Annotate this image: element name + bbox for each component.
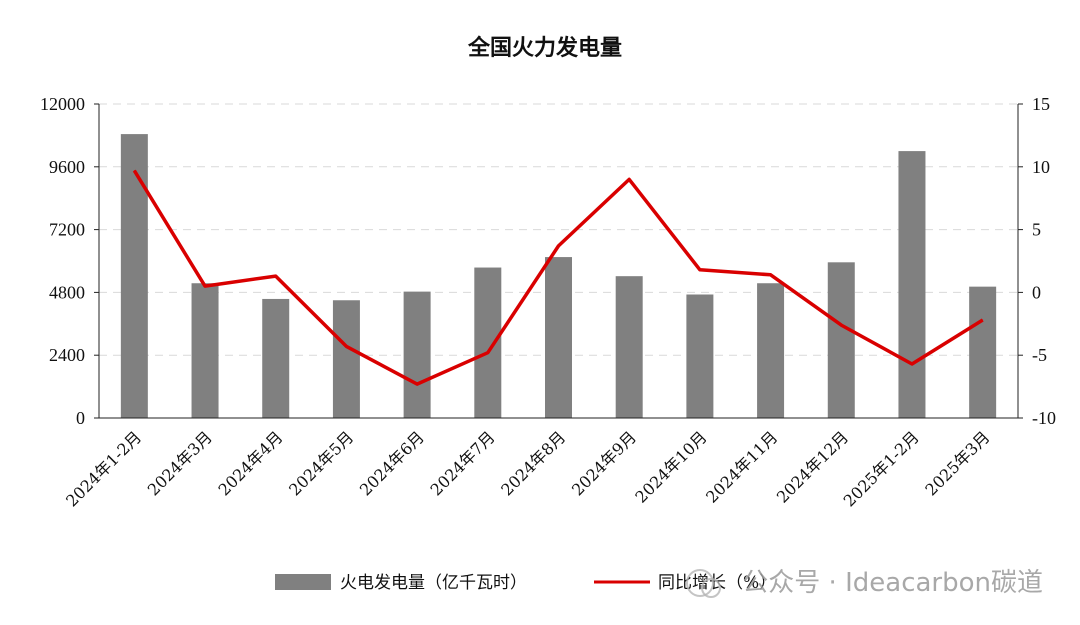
x-tick-label: 2024年10月	[631, 427, 710, 506]
line-point	[204, 285, 206, 287]
x-tick-label: 2024年8月	[497, 427, 569, 499]
line-point	[911, 363, 913, 365]
y-right-tick-label: 10	[1032, 157, 1050, 177]
bar	[545, 257, 572, 418]
y-left-tick-label: 7200	[49, 220, 85, 240]
x-tick-label: 2024年11月	[702, 427, 781, 506]
line-point	[558, 245, 559, 247]
line-point	[275, 275, 277, 277]
bar	[898, 151, 926, 418]
bar	[191, 283, 219, 418]
bar	[332, 300, 360, 418]
line-series	[132, 169, 984, 386]
x-tick-label: 2024年7月	[427, 427, 499, 499]
bar	[969, 286, 997, 418]
line-point	[699, 269, 701, 271]
y-axis-left-ticks: 0 2400 4800 7200 9600 12000	[40, 94, 99, 428]
bar	[827, 262, 855, 418]
legend: 火电发电量（亿千瓦时） 同比增长（%）	[275, 573, 776, 593]
x-tick-label: 2024年1-2月	[62, 427, 145, 510]
x-tick-label: 2025年1-2月	[840, 427, 923, 510]
bar	[120, 134, 148, 418]
line-point	[770, 274, 772, 276]
y-right-tick-label: -10	[1032, 408, 1056, 428]
bar	[262, 298, 290, 418]
x-tick-label: 2024年5月	[285, 427, 357, 499]
y-left-tick-label: 9600	[49, 157, 85, 177]
line-point	[133, 170, 135, 172]
bar	[403, 291, 431, 418]
x-tick-label: 2024年3月	[144, 427, 216, 499]
bar	[615, 276, 643, 418]
line-point	[840, 324, 842, 326]
y-right-tick-label: 0	[1032, 282, 1041, 302]
wechat-logo-icon-inner	[701, 578, 721, 598]
legend-swatch-bar	[275, 574, 331, 590]
line-point	[628, 178, 630, 180]
y-axis-right-ticks: -10 -5 0 5 10 15	[1018, 94, 1056, 428]
chart-title: 全国火力发电量	[467, 35, 622, 61]
x-tick-label: 2024年9月	[568, 427, 640, 499]
line-point	[416, 383, 418, 385]
bar	[686, 294, 714, 418]
x-tick-label: 2025年3月	[921, 427, 993, 499]
y-left-tick-label: 2400	[49, 345, 85, 365]
y-left-tick-label: 4800	[49, 282, 85, 302]
y-left-tick-label: 12000	[40, 94, 85, 114]
y-left-tick-label: 0	[76, 408, 85, 428]
y-right-tick-label: 5	[1032, 220, 1041, 240]
x-axis-ticks: 2024年1-2月2024年3月2024年4月2024年5月2024年6月202…	[62, 427, 993, 510]
line-point	[982, 319, 984, 321]
y-right-tick-label: 15	[1032, 94, 1050, 114]
axes	[98, 104, 1019, 419]
bar-series	[120, 134, 997, 418]
watermark-text: 公众号 · Ideacarbon碳道	[742, 568, 1043, 598]
legend-label-bar: 火电发电量（亿千瓦时）	[340, 573, 527, 593]
bar	[474, 267, 502, 418]
y-right-tick-label: -5	[1032, 345, 1047, 365]
x-tick-label: 2024年12月	[773, 427, 852, 506]
bar	[757, 283, 785, 418]
line-point	[487, 352, 489, 354]
wechat-logo-icon	[686, 569, 714, 597]
x-tick-label: 2024年4月	[215, 427, 287, 499]
watermark: 公众号 · Ideacarbon碳道	[686, 568, 1043, 598]
x-tick-label: 2024年6月	[356, 427, 428, 499]
line-point	[345, 345, 347, 347]
